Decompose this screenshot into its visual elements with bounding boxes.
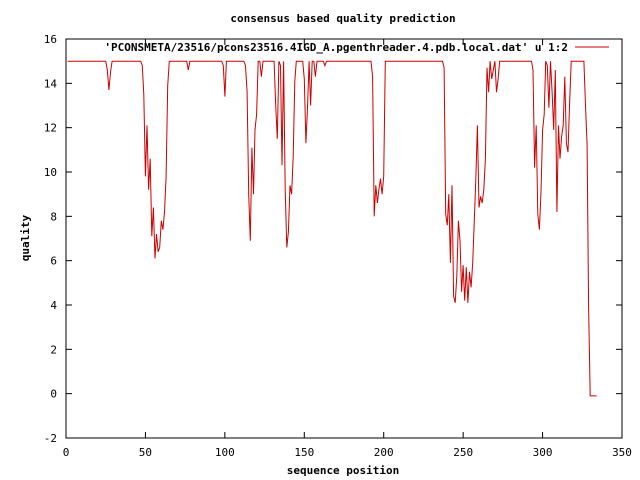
y-tick-label: 14 (44, 77, 58, 90)
x-tick-label: 0 (63, 446, 70, 459)
x-tick-label: 250 (453, 446, 473, 459)
x-tick-label: 50 (139, 446, 152, 459)
y-axis-label: quality (19, 214, 32, 261)
x-tick-label: 200 (374, 446, 394, 459)
x-tick-label: 350 (612, 446, 632, 459)
x-axis-label: sequence position (287, 464, 400, 477)
x-tick-label: 300 (533, 446, 553, 459)
y-tick-label: -2 (44, 432, 57, 445)
series-layer (67, 60, 597, 397)
chart-title: consensus based quality prediction (230, 12, 455, 25)
series-line (67, 60, 597, 397)
y-tick-label: 8 (50, 210, 57, 223)
axis-ticks: 0 50 100 150 200 250 300 350 -2 0 2 4 6 8 10 12 14 16 (44, 33, 632, 459)
plot-frame (65, 38, 623, 439)
x-tick-label: 150 (294, 446, 314, 459)
y-tick-label: 16 (44, 33, 57, 46)
y-tick-label: 6 (50, 255, 57, 268)
y-tick-label: 0 (50, 388, 57, 401)
legend: 'PCONSMETA/23516/pcons23516.4IGD_A.pgent… (104, 41, 609, 54)
x-tick-label: 100 (215, 446, 235, 459)
y-tick-label: 4 (50, 299, 57, 312)
y-tick-label: 2 (50, 343, 57, 356)
y-tick-label: 12 (44, 122, 57, 135)
legend-label: 'PCONSMETA/23516/pcons23516.4IGD_A.pgent… (104, 41, 568, 54)
y-tick-label: 10 (44, 166, 57, 179)
